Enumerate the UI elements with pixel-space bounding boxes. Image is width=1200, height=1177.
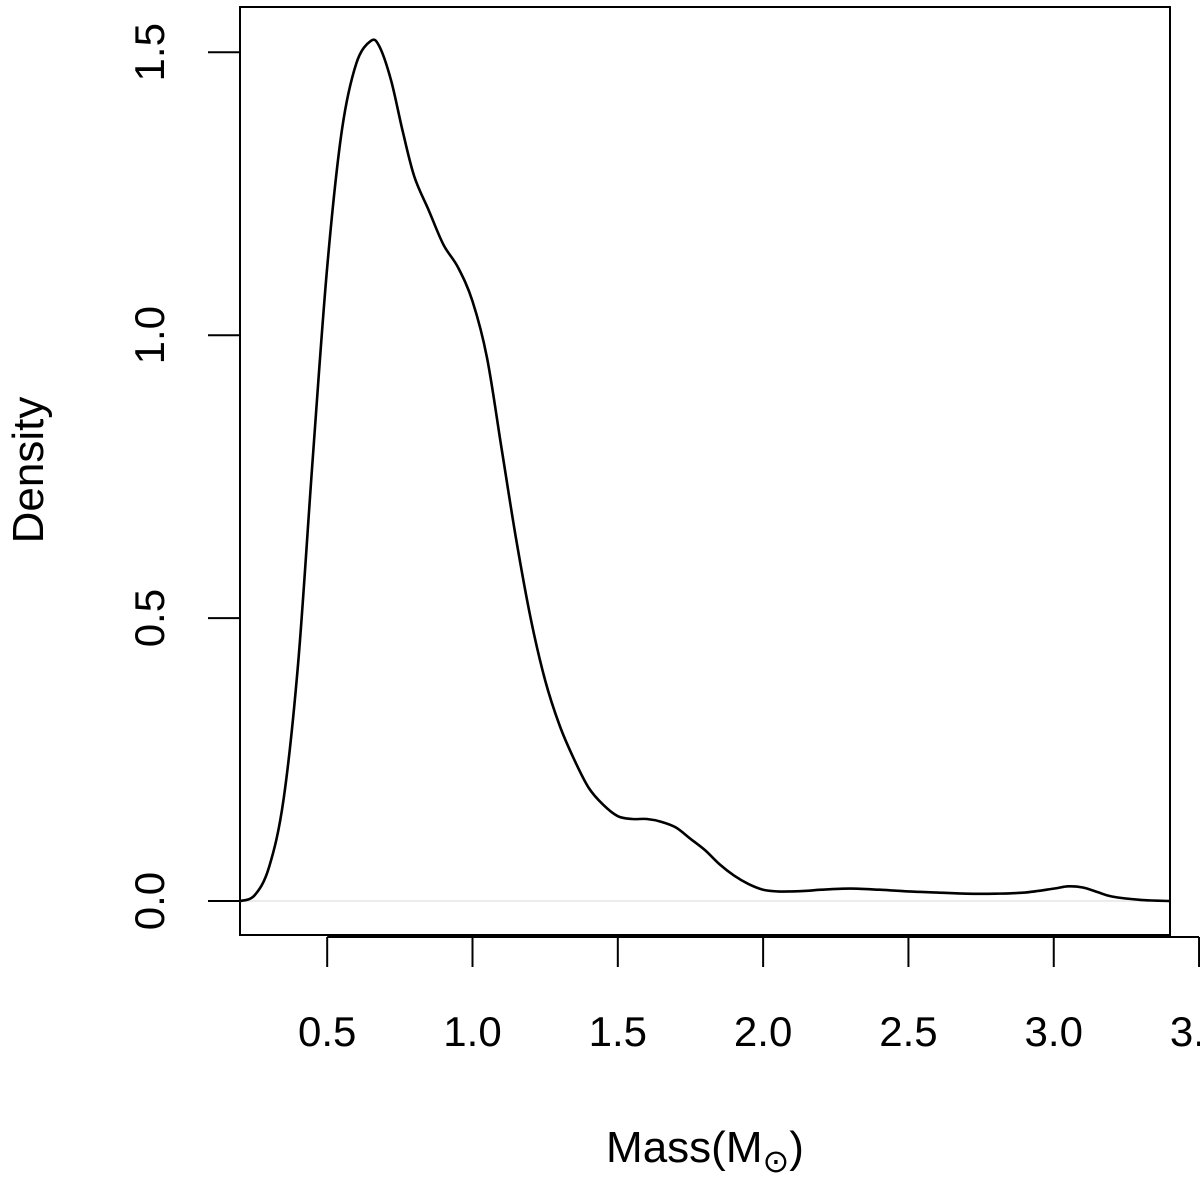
x-axis: 0.5 1.0 1.5 2.0 2.5 3.0 3.5	[298, 936, 1200, 1055]
y-tick-label: 0.5	[126, 589, 173, 647]
x-axis-title: Mass(M⊙)	[606, 1123, 804, 1177]
y-tick-label: 1.5	[126, 23, 173, 81]
x-tick-label: 1.5	[589, 1008, 647, 1055]
y-tick-label: 1.0	[126, 306, 173, 364]
x-tick-label: 3.0	[1025, 1008, 1083, 1055]
plot-frame	[239, 6, 1171, 936]
x-tick-label: 0.5	[298, 1008, 356, 1055]
x-tick-label: 1.0	[443, 1008, 501, 1055]
y-axis-title: Density	[4, 397, 53, 544]
y-tick-label: 0.0	[126, 872, 173, 930]
x-tick-label: 2.5	[879, 1008, 937, 1055]
y-axis: 0.0 0.5 1.0 1.5	[126, 23, 241, 930]
x-tick-label: 2.0	[734, 1008, 792, 1055]
x-tick-label: 3.5	[1170, 1008, 1200, 1055]
density-curve	[239, 38, 1171, 903]
